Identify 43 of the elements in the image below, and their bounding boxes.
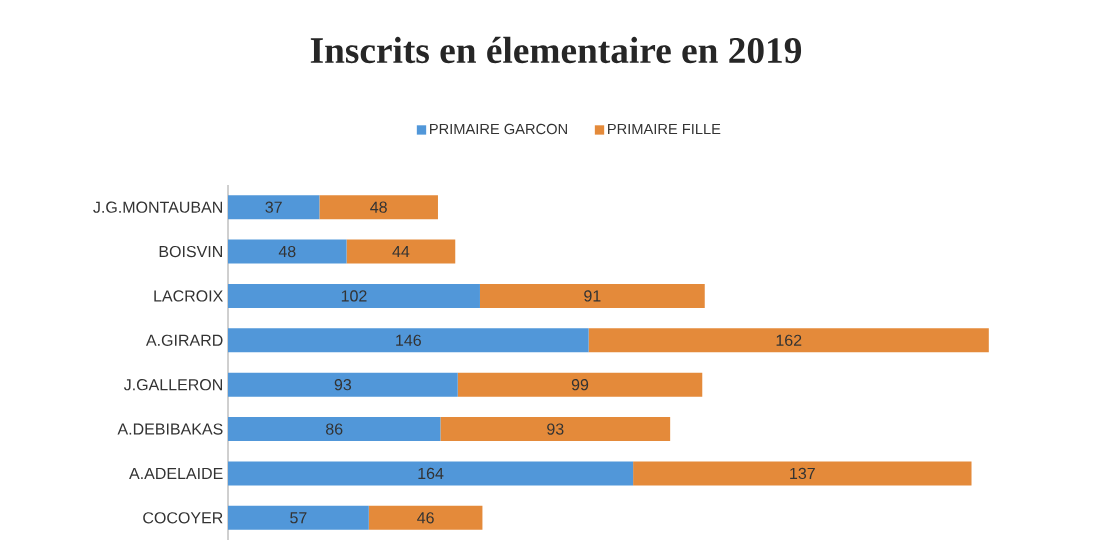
bar bbox=[228, 417, 441, 442]
data-label: 57 bbox=[290, 512, 307, 524]
data-label: 102 bbox=[341, 290, 367, 302]
bar bbox=[228, 195, 320, 220]
bar bbox=[368, 505, 483, 530]
chart-title: Inscrits en élementaire en 2019 bbox=[310, 36, 802, 64]
bar bbox=[228, 461, 634, 486]
bar bbox=[479, 283, 705, 308]
data-label: 164 bbox=[418, 467, 444, 480]
data-label: 44 bbox=[392, 246, 410, 258]
y-tick-label: A.DEBIBAKAS bbox=[117, 423, 223, 435]
y-tick-label: BOISVIN bbox=[159, 245, 222, 258]
data-label: 86 bbox=[326, 423, 343, 435]
data-label: 93 bbox=[547, 423, 564, 435]
data-label: 48 bbox=[278, 245, 296, 258]
data-label: 46 bbox=[417, 512, 434, 524]
legend-label: PRIMAIRE FILLE bbox=[608, 123, 721, 135]
y-tick-label: A.GIRARD bbox=[145, 334, 223, 346]
bar bbox=[633, 461, 972, 486]
data-label: 48 bbox=[370, 201, 387, 213]
data-label: 99 bbox=[571, 379, 589, 391]
y-tick-label: LACROIX bbox=[154, 290, 223, 302]
bar bbox=[588, 328, 989, 353]
bar bbox=[457, 372, 703, 397]
bar bbox=[228, 239, 347, 264]
bar bbox=[319, 195, 438, 220]
bar bbox=[228, 328, 589, 353]
data-label: 93 bbox=[334, 379, 352, 391]
bar bbox=[228, 372, 458, 397]
y-tick-label: J.G.MONTAUBAN bbox=[93, 201, 222, 213]
bar bbox=[346, 239, 456, 264]
data-label: 137 bbox=[790, 467, 815, 480]
legend-label: PRIMAIRE GARCON bbox=[430, 123, 567, 135]
bar bbox=[228, 505, 369, 530]
data-label: 146 bbox=[396, 334, 421, 346]
bar bbox=[228, 283, 480, 308]
data-label: 162 bbox=[776, 334, 802, 346]
y-tick-label: COCOYER bbox=[143, 512, 223, 524]
data-label: 91 bbox=[584, 290, 601, 302]
y-tick-label: A.ADELAIDE bbox=[129, 467, 223, 479]
data-label: 37 bbox=[265, 201, 282, 213]
y-tick-label: J.GALLERON bbox=[123, 379, 222, 391]
bar bbox=[440, 417, 671, 442]
